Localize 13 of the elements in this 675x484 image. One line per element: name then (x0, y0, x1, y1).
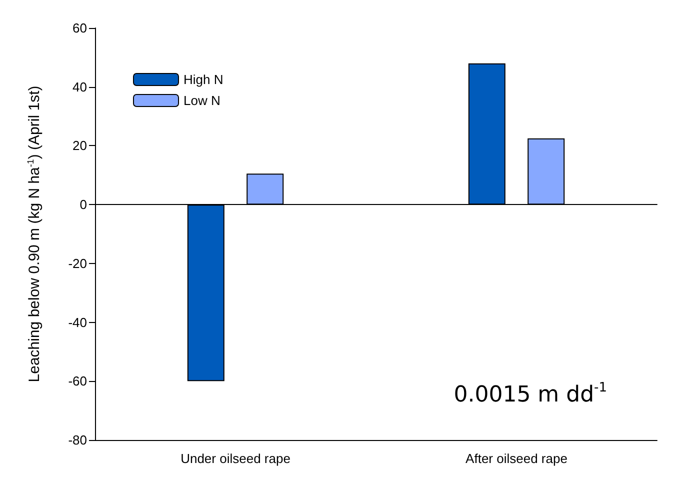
y-tick-label: -60 (68, 374, 87, 389)
y-tick-label: 40 (72, 79, 87, 94)
x-tick-label: Under oilseed rape (180, 451, 290, 466)
y-tick-label: -40 (68, 314, 87, 330)
legend-label: Low N (184, 93, 220, 108)
y-tick-label: 20 (72, 138, 87, 154)
y-tick-label: 0 (80, 197, 87, 212)
y-tick-label: 60 (72, 20, 87, 36)
legend-label: High N (184, 72, 224, 87)
x-tick-label: After oilseed rape (466, 451, 568, 466)
y-axis-title: Leaching below 0.90 m (kg N ha-1) (April 1st) (26, 86, 43, 382)
y-tick-label: -80 (68, 432, 87, 448)
y-tick-label: -20 (68, 256, 87, 271)
